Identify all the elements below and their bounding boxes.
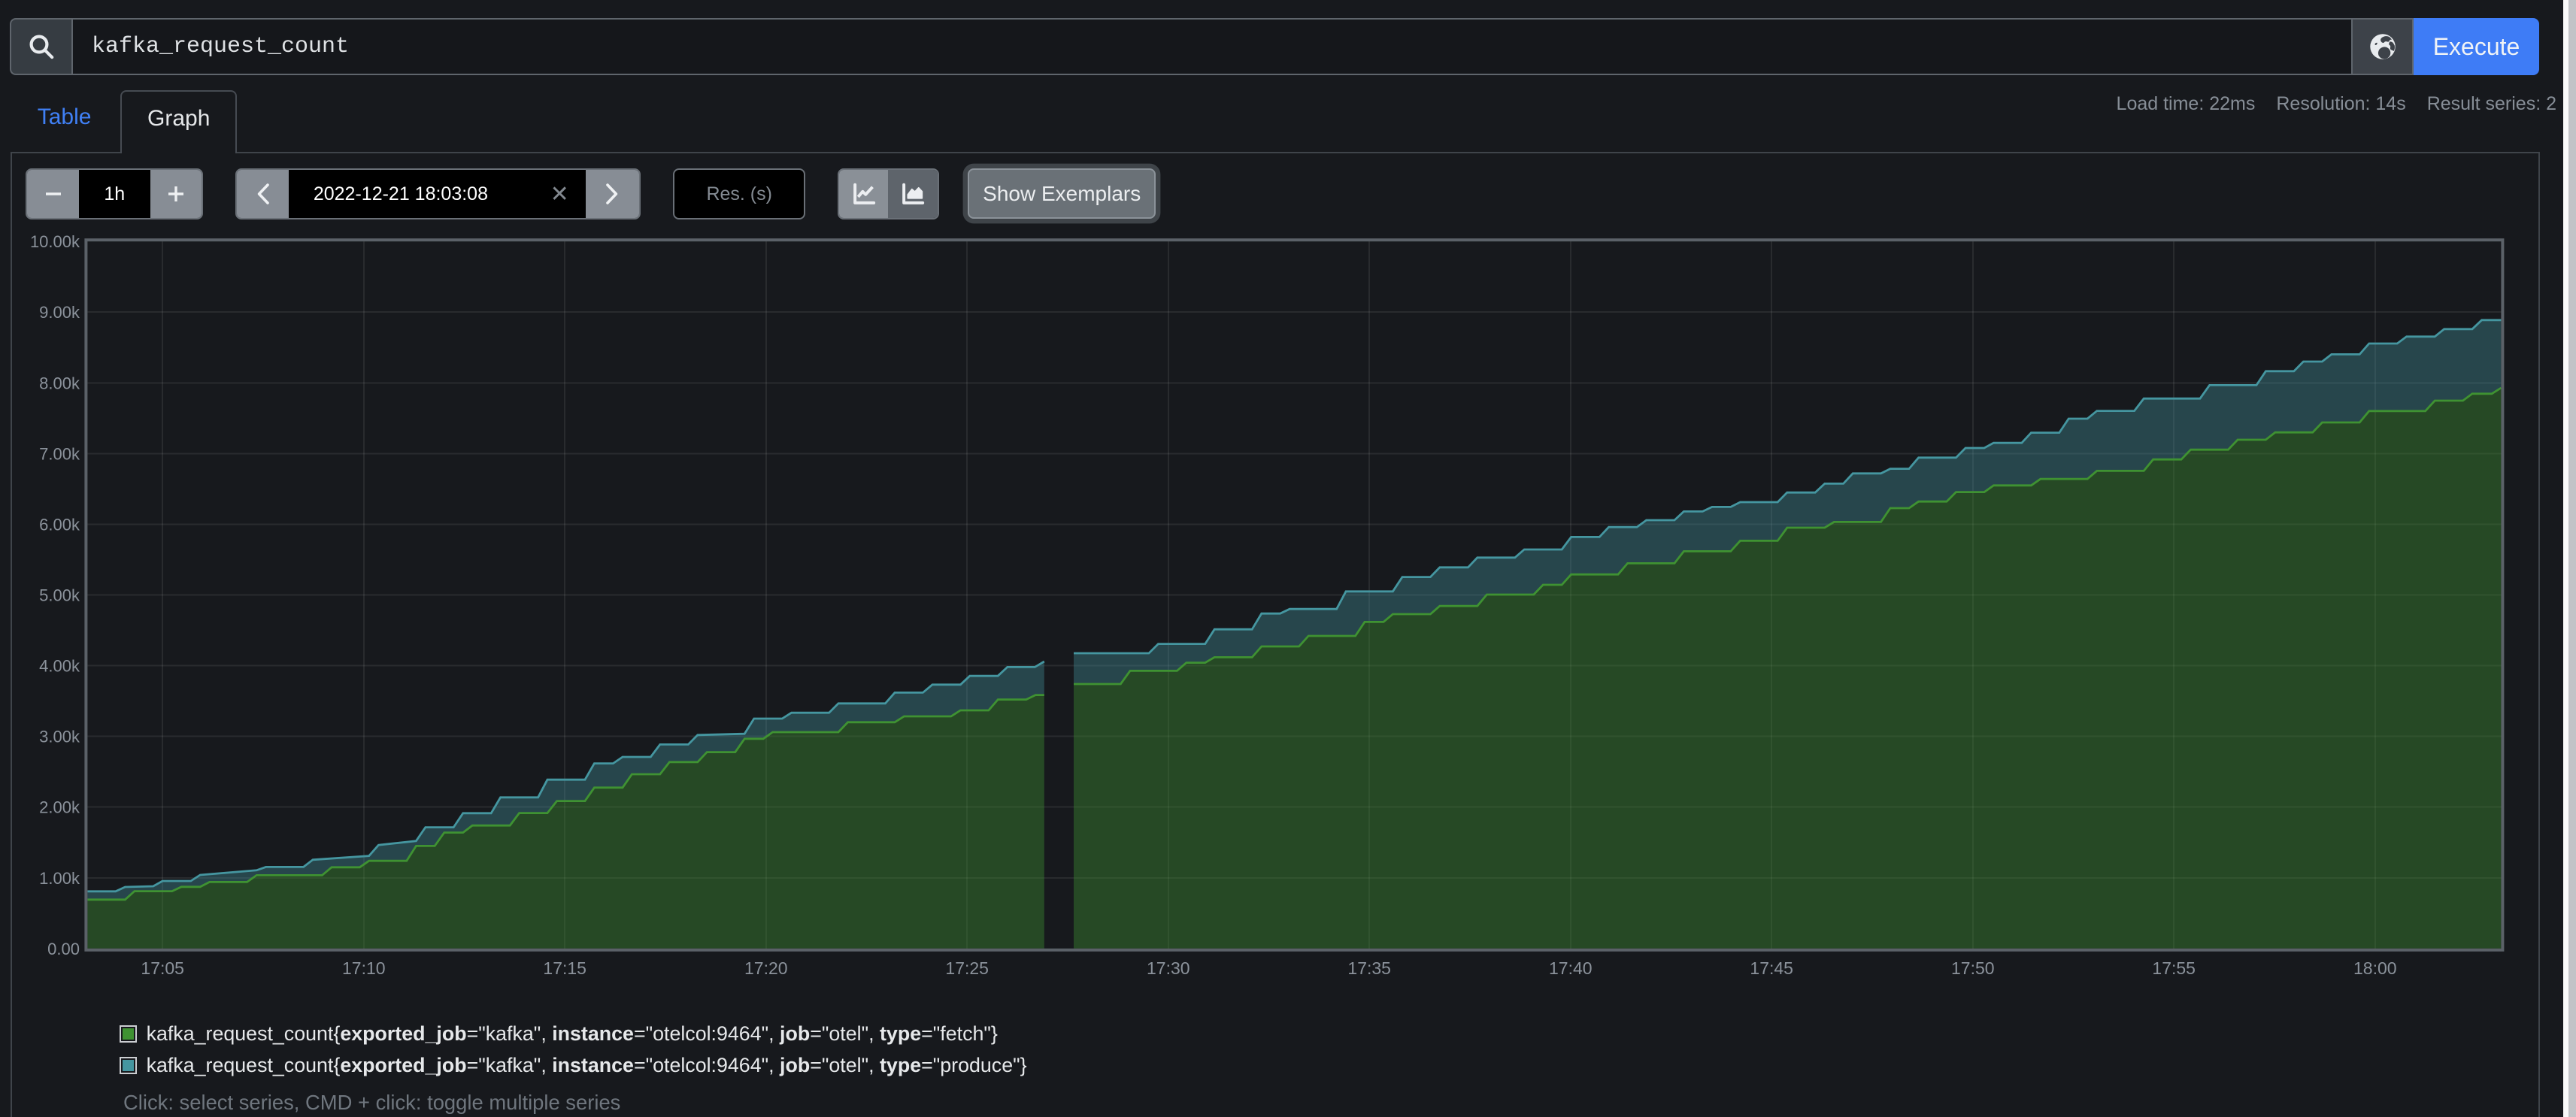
svg-text:0.00: 0.00 <box>47 940 80 958</box>
svg-text:17:30: 17:30 <box>1147 958 1190 978</box>
svg-text:5.00k: 5.00k <box>39 586 80 605</box>
svg-text:1.00k: 1.00k <box>39 869 80 888</box>
svg-text:18:00: 18:00 <box>2353 958 2397 978</box>
svg-text:2.00k: 2.00k <box>39 798 80 817</box>
svg-text:6.00k: 6.00k <box>39 515 80 534</box>
svg-text:17:40: 17:40 <box>1549 958 1593 978</box>
svg-text:17:25: 17:25 <box>945 958 989 978</box>
svg-text:10.00k: 10.00k <box>30 232 80 251</box>
svg-text:17:05: 17:05 <box>141 958 184 978</box>
svg-text:8.00k: 8.00k <box>39 374 80 392</box>
svg-text:17:45: 17:45 <box>1750 958 1793 978</box>
svg-text:17:20: 17:20 <box>744 958 788 978</box>
svg-text:17:55: 17:55 <box>2152 958 2196 978</box>
svg-text:17:50: 17:50 <box>1951 958 1995 978</box>
svg-text:3.00k: 3.00k <box>39 728 80 746</box>
svg-text:4.00k: 4.00k <box>39 657 80 676</box>
svg-text:17:35: 17:35 <box>1347 958 1391 978</box>
svg-text:9.00k: 9.00k <box>39 303 80 322</box>
svg-text:17:10: 17:10 <box>342 958 386 978</box>
svg-text:7.00k: 7.00k <box>39 444 80 463</box>
svg-text:17:15: 17:15 <box>543 958 586 978</box>
